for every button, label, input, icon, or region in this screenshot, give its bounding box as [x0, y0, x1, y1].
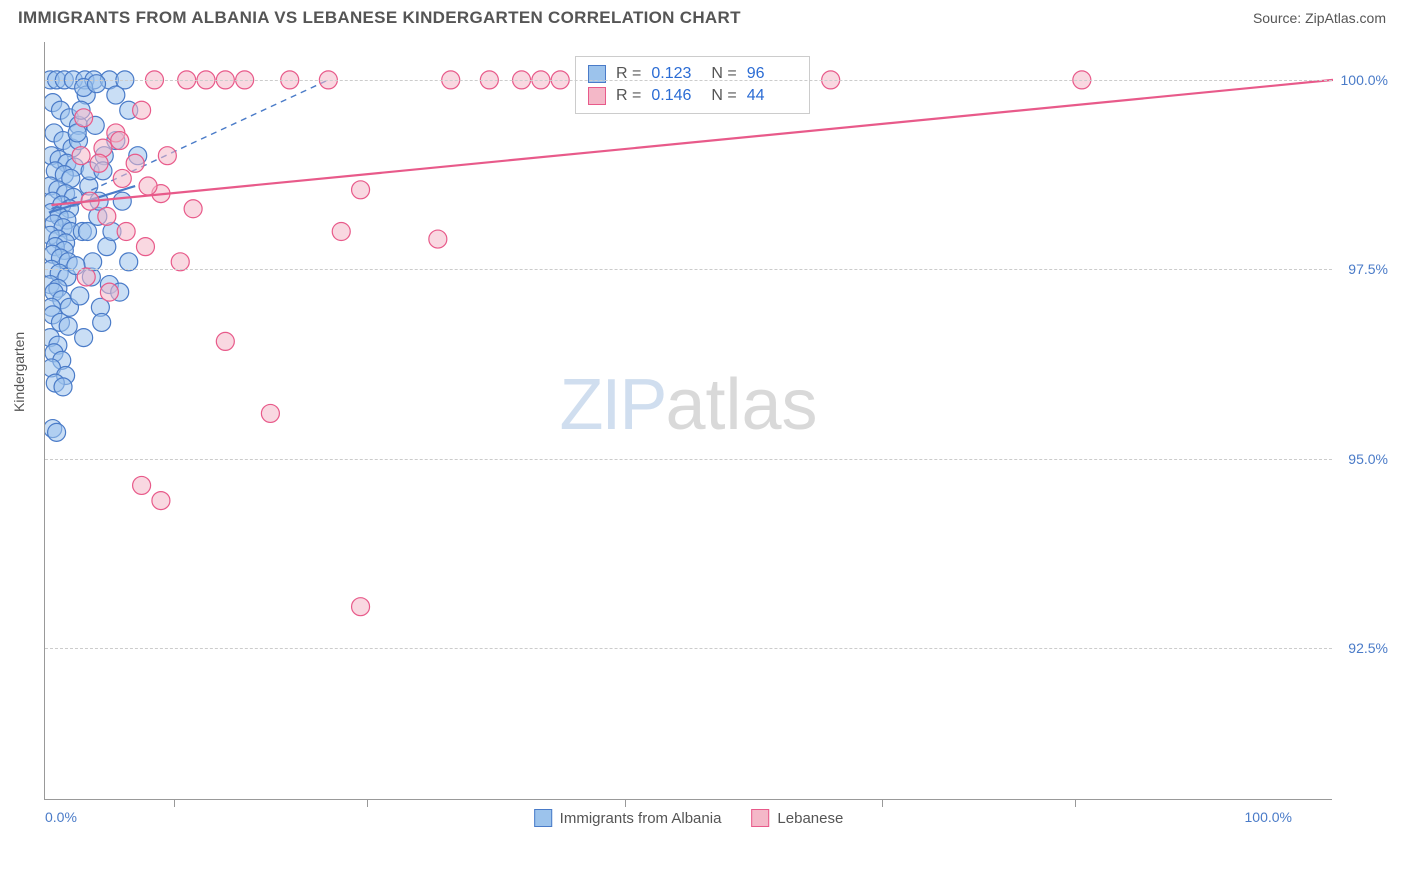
- scatter-svg: [45, 42, 1333, 800]
- y-tick-label: 92.5%: [1348, 640, 1388, 656]
- scatter-point-albania: [88, 75, 106, 93]
- scatter-point-albania: [113, 192, 131, 210]
- stats-r-value: 0.146: [651, 87, 701, 105]
- scatter-point-albania: [79, 223, 97, 241]
- x-tick: [367, 799, 368, 807]
- legend-item: Immigrants from Albania: [534, 809, 722, 827]
- x-axis-max-label: 100.0%: [1245, 809, 1292, 825]
- gridline-h: [45, 269, 1332, 270]
- x-tick: [625, 799, 626, 807]
- scatter-point-albania: [107, 86, 125, 104]
- scatter-point-lebanese: [261, 404, 279, 422]
- scatter-point-lebanese: [117, 223, 135, 241]
- scatter-point-lebanese: [126, 154, 144, 172]
- y-tick-label: 100.0%: [1341, 72, 1388, 88]
- scatter-point-albania: [120, 253, 138, 271]
- scatter-point-lebanese: [133, 101, 151, 119]
- scatter-point-lebanese: [171, 253, 189, 271]
- scatter-point-albania: [93, 313, 111, 331]
- scatter-point-lebanese: [98, 207, 116, 225]
- scatter-point-albania: [54, 378, 72, 396]
- scatter-point-lebanese: [72, 147, 90, 165]
- scatter-point-lebanese: [429, 230, 447, 248]
- scatter-point-lebanese: [90, 154, 108, 172]
- y-tick-label: 97.5%: [1348, 261, 1388, 277]
- x-tick: [174, 799, 175, 807]
- legend-label: Lebanese: [777, 810, 843, 827]
- stats-n-label: N =: [711, 87, 736, 105]
- chart-title: IMMIGRANTS FROM ALBANIA VS LEBANESE KIND…: [18, 8, 741, 28]
- scatter-point-lebanese: [133, 476, 151, 494]
- stats-r-label: R =: [616, 87, 641, 105]
- gridline-h: [45, 648, 1332, 649]
- legend-swatch: [751, 809, 769, 827]
- x-tick: [882, 799, 883, 807]
- scatter-point-lebanese: [352, 181, 370, 199]
- x-axis-min-label: 0.0%: [45, 809, 77, 825]
- scatter-point-albania: [71, 287, 89, 305]
- chart-header: IMMIGRANTS FROM ALBANIA VS LEBANESE KIND…: [0, 0, 1406, 32]
- scatter-point-lebanese: [100, 283, 118, 301]
- scatter-point-lebanese: [152, 492, 170, 510]
- x-tick: [1075, 799, 1076, 807]
- scatter-point-lebanese: [158, 147, 176, 165]
- stats-row: R =0.123N =96: [588, 63, 797, 85]
- scatter-point-lebanese: [139, 177, 157, 195]
- scatter-point-lebanese: [216, 332, 234, 350]
- legend-label: Immigrants from Albania: [560, 810, 722, 827]
- legend-item: Lebanese: [751, 809, 843, 827]
- scatter-point-lebanese: [111, 132, 129, 150]
- y-axis-label: Kindergarten: [11, 332, 27, 412]
- gridline-h: [45, 459, 1332, 460]
- chart-container: Kindergarten ZIPatlas R =0.123N =96R =0.…: [44, 42, 1372, 820]
- stats-row: R = 0.146 N = 44: [588, 85, 797, 107]
- stats-legend-box: R =0.123N =96 R = 0.146 N = 44: [575, 56, 810, 114]
- chart-source: Source: ZipAtlas.com: [1253, 10, 1386, 26]
- y-tick-label: 95.0%: [1348, 451, 1388, 467]
- scatter-point-lebanese: [77, 268, 95, 286]
- stats-swatch: [588, 87, 606, 105]
- bottom-legend: Immigrants from Albania Lebanese: [534, 809, 844, 827]
- scatter-point-albania: [48, 423, 66, 441]
- gridline-h: [45, 80, 1332, 81]
- scatter-point-albania: [75, 329, 93, 347]
- scatter-point-lebanese: [352, 598, 370, 616]
- scatter-point-lebanese: [113, 169, 131, 187]
- scatter-point-albania: [59, 317, 77, 335]
- stats-n-value: 44: [747, 87, 797, 105]
- scatter-point-lebanese: [75, 109, 93, 127]
- plot-area: Kindergarten ZIPatlas R =0.123N =96R =0.…: [44, 42, 1332, 800]
- scatter-point-lebanese: [136, 238, 154, 256]
- scatter-point-lebanese: [184, 200, 202, 218]
- legend-swatch: [534, 809, 552, 827]
- scatter-point-lebanese: [332, 223, 350, 241]
